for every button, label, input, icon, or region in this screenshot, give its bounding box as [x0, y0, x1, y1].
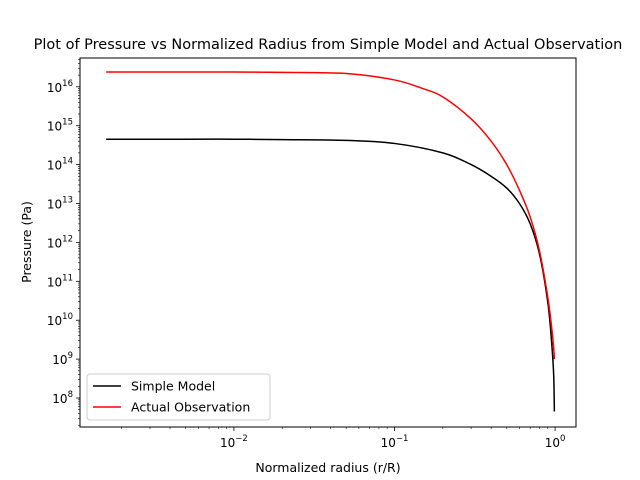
x-axis-label: Normalized radius (r/R) [255, 460, 400, 475]
y-tick-label: 108 [52, 390, 73, 406]
legend-label-1: Actual Observation [131, 400, 250, 415]
chart-title: Plot of Pressure vs Normalized Radius fr… [34, 37, 623, 53]
y-tick-label: 1016 [47, 79, 73, 95]
y-tick-label: 1014 [47, 157, 73, 173]
series-line-0 [106, 138, 556, 412]
y-axis-ticks: 108 109 1010 1011 1012 1013 1014 1015 1016 [47, 59, 80, 426]
legend: Simple Model Actual Observation [86, 373, 271, 421]
y-tick-label: 1013 [47, 196, 73, 212]
series-line-1 [106, 71, 556, 360]
y-axis-label: Pressure (Pa) [19, 201, 34, 283]
y-tick-label: 109 [52, 351, 73, 367]
legend-label-0: Simple Model [131, 379, 215, 394]
y-tick-label: 1011 [47, 273, 73, 289]
series-layer [106, 71, 556, 412]
y-tick-label: 1012 [47, 234, 73, 250]
legend-box [86, 373, 271, 421]
y-tick-label: 1010 [47, 312, 73, 328]
y-tick-label: 1015 [47, 118, 73, 134]
